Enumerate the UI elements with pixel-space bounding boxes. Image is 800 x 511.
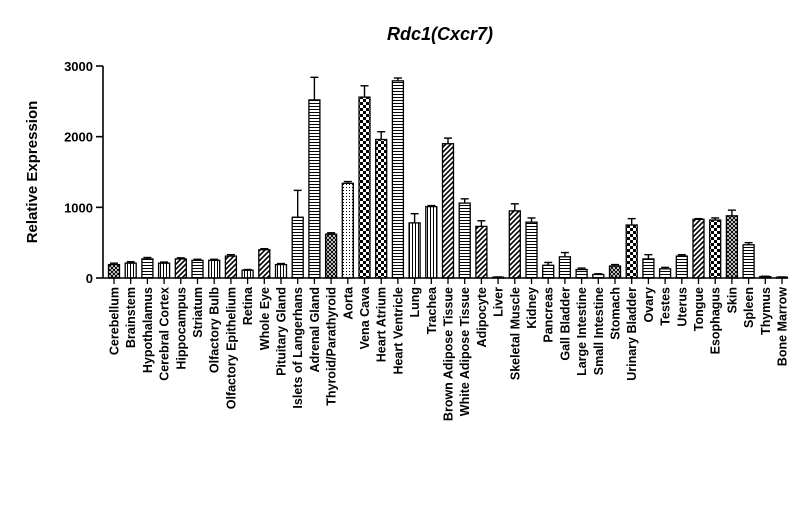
bar-15	[358, 96, 371, 279]
bar-3	[157, 262, 171, 279]
x-tick-label: Lung	[408, 287, 422, 318]
bar-19	[425, 205, 438, 279]
x-tick-label: Islets of Langerhans	[291, 287, 305, 409]
chart-title: Rdc1(Cxcr7)	[387, 24, 493, 44]
bar-25	[525, 221, 538, 279]
x-tick-label: Heart Atrium	[375, 287, 389, 362]
y-axis-label: Relative Expression	[24, 101, 41, 244]
bar-30	[608, 265, 622, 279]
y-tick-label: 2000	[64, 130, 93, 145]
x-tick-label: Small Intestine	[592, 287, 606, 375]
bar-17	[391, 80, 405, 279]
bar-9	[258, 249, 271, 279]
x-tick-label: Brainstem	[124, 287, 138, 348]
bar-34	[675, 255, 688, 279]
bar-8	[241, 269, 254, 279]
bar-1	[124, 262, 137, 279]
bar-22	[475, 225, 488, 279]
bar-13	[324, 233, 338, 279]
x-tick-label: Gall Bladder	[558, 287, 572, 361]
x-tick-label: Kidney	[525, 287, 539, 329]
x-tick-label: Uterus	[675, 287, 689, 327]
y-axis: 0 1000 2000 3000	[64, 59, 104, 286]
bar-7	[224, 255, 238, 279]
y-tick-label: 0	[86, 271, 93, 286]
x-tick-label: Thyroid/Parathyroid	[325, 287, 339, 406]
bar-12	[308, 99, 321, 279]
x-tick-label: Bone Marrow	[776, 287, 790, 366]
bar-20	[441, 143, 455, 279]
bar-5	[191, 259, 204, 279]
x-tick-label: Olfactory Bulb	[208, 287, 222, 373]
x-tick-label: Hypothalamus	[141, 287, 155, 373]
bar-11	[291, 216, 304, 279]
y-tick-label: 3000	[64, 59, 93, 74]
x-tick-label: Ovary	[642, 287, 656, 322]
x-tick-label: Heart Ventricle	[391, 287, 405, 375]
bar-6	[208, 259, 221, 279]
bar-2	[141, 258, 154, 279]
x-tick-label: Olfactory Epithelium	[224, 287, 238, 409]
x-tick-label: Stomach	[609, 287, 623, 340]
x-axis: Cerebellum Brainstem Hypothalamus Cerebral …	[103, 277, 790, 421]
bar-32	[642, 258, 655, 279]
x-tick-label: Vena Cava	[358, 286, 372, 350]
x-tick-label: Testes	[659, 287, 673, 326]
x-tick-label: Liver	[492, 287, 506, 317]
bar-10	[274, 263, 288, 279]
x-tick-label: Spleen	[742, 287, 756, 328]
bar-14	[341, 182, 354, 279]
x-tick-label: Striatum	[191, 287, 205, 338]
bar-33	[658, 268, 672, 279]
y-tick-label: 1000	[64, 200, 93, 215]
x-tick-label: Adrenal Gland	[308, 287, 322, 372]
x-tick-label: Aorta	[341, 286, 355, 320]
bar-18	[408, 222, 421, 279]
x-tick-label: Urinary Bladder	[625, 287, 639, 381]
x-tick-label: Brown Adipose Tissue	[442, 287, 456, 421]
x-tick-label: Pituitary Gland	[275, 287, 289, 376]
bar-27	[558, 256, 572, 279]
x-tick-label: Tongue	[692, 287, 706, 331]
bar-0	[107, 263, 121, 279]
bar-24	[508, 210, 521, 279]
bar-31	[625, 224, 638, 279]
x-tick-label: Skeletal Muscle	[508, 287, 522, 380]
bar-38	[742, 244, 755, 279]
x-tick-label: Thymus	[759, 287, 773, 335]
x-tick-label: White Adipose Tissue	[458, 287, 472, 416]
x-tick-label: Hippocampus	[174, 287, 188, 370]
x-tick-label: Trachea	[425, 286, 439, 334]
bar-28	[575, 268, 588, 279]
bar-26	[542, 264, 555, 279]
bars-group	[107, 76, 789, 279]
x-tick-label: Adipocyte	[475, 287, 489, 347]
bar-36	[709, 219, 722, 279]
x-tick-label: Cerebellum	[108, 287, 122, 355]
x-tick-label: Cerebral Cortex	[158, 287, 172, 381]
x-tick-label: Whole Eye	[258, 287, 272, 350]
x-tick-label: Large Intestine	[575, 287, 589, 376]
bar-21	[458, 202, 471, 279]
bar-35	[692, 218, 705, 279]
bar-37	[725, 215, 739, 279]
bar-16	[375, 138, 388, 279]
x-tick-label: Retina	[241, 286, 255, 325]
x-tick-label: Esophagus	[709, 287, 723, 354]
x-tick-label: Skin	[725, 287, 739, 313]
bar-4	[174, 258, 187, 279]
x-tick-label: Pancreas	[542, 287, 556, 343]
